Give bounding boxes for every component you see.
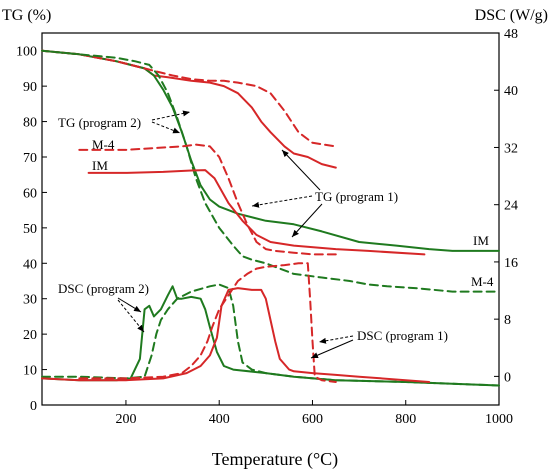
arrow-tg-program1-a — [281, 149, 321, 191]
series-im_dsc_p2 — [78, 262, 337, 383]
arrow-tg-program2-a — [151, 110, 191, 121]
series-m4_tg_p2 — [41, 49, 500, 293]
label-im-tg: IM — [92, 158, 108, 173]
x-ticks: 200 400 600 800 1000 — [115, 400, 513, 427]
y-left-tick-label: 90 — [23, 80, 37, 95]
y-left-tick-label: 10 — [23, 364, 37, 379]
label-dsc-program1: DSC (program 1) — [357, 328, 448, 343]
x-axis-title: Temperature (°C) — [212, 449, 338, 470]
x-tick-label: 800 — [395, 412, 416, 427]
y-right-tick-label: 16 — [504, 256, 518, 271]
y-left-tick-label: 100 — [16, 45, 37, 60]
y-left-tick-label: 80 — [23, 116, 37, 131]
y-left-axis-title: TG (%) — [2, 7, 51, 24]
arrow-dsc-program1-a — [318, 335, 354, 344]
y-left-tick-label: 0 — [30, 399, 37, 414]
y-right-tick-label: 0 — [504, 370, 511, 385]
y-right-tick-label: 24 — [504, 199, 518, 214]
y-right-ticks: 0 8 16 24 32 40 48 — [494, 27, 518, 385]
annotations: TG (program 2) TG (program 1) DSC (progr… — [58, 110, 494, 359]
y-left-tick-label: 20 — [23, 328, 37, 343]
y-right-tick-label: 48 — [504, 27, 518, 42]
x-tick-label: 200 — [115, 412, 136, 427]
series-im_tg_rescaled — [87, 169, 426, 256]
series-im_dsc_p1 — [41, 287, 431, 383]
series-m4_dsc_p1 — [41, 283, 500, 387]
label-dsc-program2: DSC (program 2) — [58, 281, 149, 296]
y-left-ticks: 0 10 20 30 40 50 60 70 80 90 100 — [16, 45, 47, 414]
y-left-tick-label: 50 — [23, 222, 37, 237]
series-im_tg_p2 — [41, 49, 337, 148]
series-m4_tg_rescaled — [78, 143, 337, 256]
y-right-tick-label: 32 — [504, 141, 518, 156]
label-tg-program2: TG (program 2) — [58, 115, 141, 130]
arrow-tg-program1-c — [291, 203, 323, 238]
y-right-axis-title: DSC (W/g) — [475, 7, 548, 24]
label-tg-program1: TG (program 1) — [315, 189, 398, 204]
arrow-tg-program1-b — [251, 195, 313, 208]
arrow-dsc-program2-b — [117, 299, 145, 333]
y-left-tick-label: 60 — [23, 186, 37, 201]
y-left-tick-label: 40 — [23, 257, 37, 272]
arrow-tg-program2-b — [151, 121, 181, 134]
arrow-dsc-program2-a — [117, 297, 142, 313]
label-m4-end: M-4 — [471, 274, 494, 289]
arrow-dsc-program1-b — [310, 339, 354, 359]
series-m4_tg_p1 — [41, 49, 500, 252]
label-im-end: IM — [473, 233, 489, 248]
label-m4-tg: M-4 — [92, 137, 115, 152]
plot-frame — [41, 32, 500, 406]
y-left-tick-label: 70 — [23, 151, 37, 166]
y-right-tick-label: 40 — [504, 84, 518, 99]
series-layer — [41, 49, 500, 387]
y-right-tick-label: 8 — [504, 313, 511, 328]
y-left-tick-label: 30 — [23, 293, 37, 308]
x-tick-label: 600 — [302, 412, 323, 427]
x-tick-label: 400 — [209, 412, 230, 427]
x-tick-label: 1000 — [485, 412, 513, 427]
